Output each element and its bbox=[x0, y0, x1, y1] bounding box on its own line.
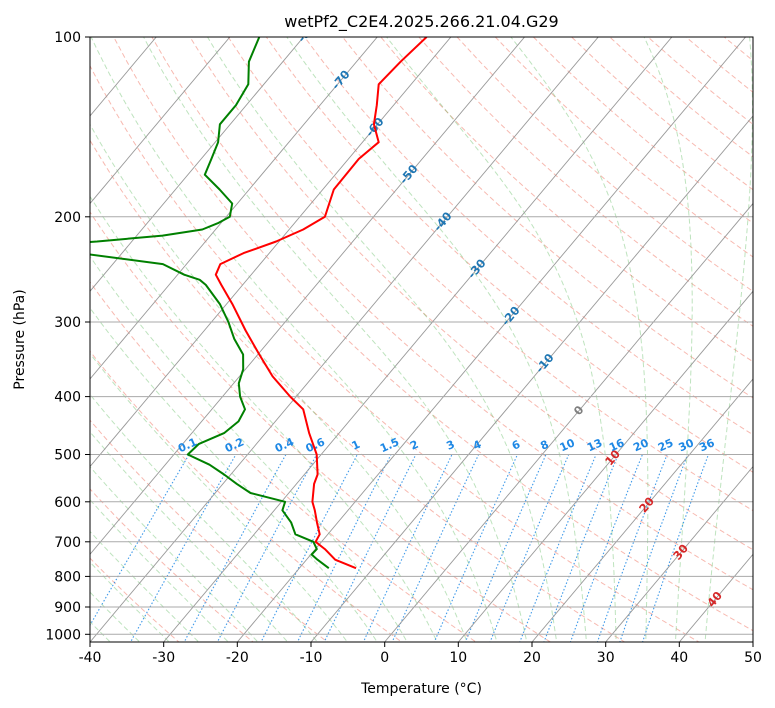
dry-adiabat bbox=[151, 37, 753, 591]
dry-adiabat bbox=[90, 281, 477, 642]
chart-title: wetPf2_C2E4.2025.266.21.04.G29 bbox=[284, 12, 558, 32]
x-tick-label: 30 bbox=[597, 650, 615, 666]
isotherm-line bbox=[90, 37, 599, 642]
x-tick-label: -30 bbox=[152, 650, 175, 666]
mixing-ratio-label: 13 bbox=[585, 436, 604, 454]
dry-adiabat bbox=[113, 37, 753, 632]
isotherm-label: -80 bbox=[295, 20, 319, 45]
moist-adiabat bbox=[90, 499, 229, 642]
y-tick-label: 100 bbox=[54, 30, 81, 46]
mixing-ratio-label: 25 bbox=[656, 436, 675, 454]
isotherm-line bbox=[605, 465, 753, 642]
isotherm-line bbox=[531, 378, 753, 642]
dry-adiabat bbox=[90, 557, 180, 642]
dry-adiabat bbox=[90, 350, 403, 642]
x-axis: -40 -30 -20 -10 0 10 20 30 40 50 bbox=[79, 642, 762, 666]
x-tick-label: 50 bbox=[744, 650, 762, 666]
dry-adiabat bbox=[341, 37, 753, 399]
x-tick-label: 40 bbox=[670, 650, 688, 666]
moist-adiabat bbox=[286, 37, 587, 642]
isotherm-line bbox=[90, 37, 452, 468]
y-tick-label: 700 bbox=[54, 535, 81, 551]
moist-adiabat bbox=[90, 431, 289, 642]
moist-adiabat bbox=[386, 37, 617, 642]
isotherm-line bbox=[457, 290, 753, 642]
moist-adiabat bbox=[90, 393, 319, 642]
isotherm-line bbox=[90, 37, 526, 556]
y-tick-label: 400 bbox=[54, 390, 81, 406]
moist-adiabat bbox=[207, 37, 558, 642]
moist-adiabat bbox=[90, 591, 141, 642]
mixing-ratio-label: 20 bbox=[631, 436, 651, 454]
dry-adiabat bbox=[90, 488, 254, 642]
mixing-ratio-label: 30 bbox=[677, 436, 697, 454]
mixing-ratio-label: 36 bbox=[697, 436, 717, 454]
moist-adiabat bbox=[643, 37, 693, 642]
dry-adiabat bbox=[90, 139, 626, 642]
isotherm-line bbox=[90, 37, 231, 205]
y-tick-label: 200 bbox=[54, 210, 81, 226]
dewpoint-profile-line bbox=[90, 37, 330, 569]
y-axis: 100 200 300 400 500 600 700 800 900 1000 bbox=[45, 30, 90, 643]
x-axis-label: Temperature (°C) bbox=[360, 681, 482, 697]
isotherm-line bbox=[310, 115, 753, 642]
isotherm-line bbox=[90, 37, 378, 380]
dry-adiabat bbox=[90, 211, 552, 642]
moist-adiabat bbox=[90, 37, 498, 642]
x-tick-label: -20 bbox=[226, 650, 249, 666]
x-tick-label: -10 bbox=[300, 650, 323, 666]
x-tick-label: -40 bbox=[79, 650, 102, 666]
moist-adiabat bbox=[704, 37, 753, 642]
dry-adiabat bbox=[227, 37, 753, 512]
moist-adiabat bbox=[90, 195, 438, 642]
temperature-profile-line bbox=[214, 37, 428, 570]
x-tick-label: 10 bbox=[449, 650, 467, 666]
y-tick-label: 800 bbox=[54, 569, 81, 585]
dry-adiabat bbox=[303, 37, 753, 436]
moist-adiabat bbox=[143, 37, 528, 642]
moist-adiabat bbox=[90, 352, 348, 642]
dry-adiabat bbox=[456, 37, 753, 292]
mixing-ratio-label: 16 bbox=[607, 436, 627, 454]
y-tick-label: 300 bbox=[54, 315, 81, 331]
y-tick-label: 900 bbox=[54, 600, 81, 616]
isotherm-line bbox=[90, 37, 305, 292]
moist-adiabat bbox=[90, 307, 378, 642]
y-tick-label: 500 bbox=[54, 448, 81, 464]
y-axis-label: Pressure (hPa) bbox=[12, 289, 28, 389]
isotherm-line bbox=[163, 37, 673, 642]
y-tick-label: 600 bbox=[54, 495, 81, 511]
dry-adiabat bbox=[265, 37, 753, 473]
dry-adiabat bbox=[90, 64, 700, 642]
y-tick-label: 1000 bbox=[45, 627, 81, 643]
moist-adiabat bbox=[90, 123, 468, 642]
moist-adiabat bbox=[90, 561, 170, 642]
plot-frame bbox=[89, 36, 754, 643]
moist-adiabat bbox=[510, 37, 649, 642]
x-tick-label: 0 bbox=[380, 650, 389, 666]
mixing-ratio-label: 10 bbox=[558, 436, 578, 454]
moist-adiabat bbox=[90, 466, 259, 642]
isotherm-line bbox=[384, 202, 753, 642]
x-tick-label: 20 bbox=[523, 650, 541, 666]
moist-adiabat bbox=[90, 255, 408, 642]
moist-adiabat bbox=[90, 530, 200, 642]
